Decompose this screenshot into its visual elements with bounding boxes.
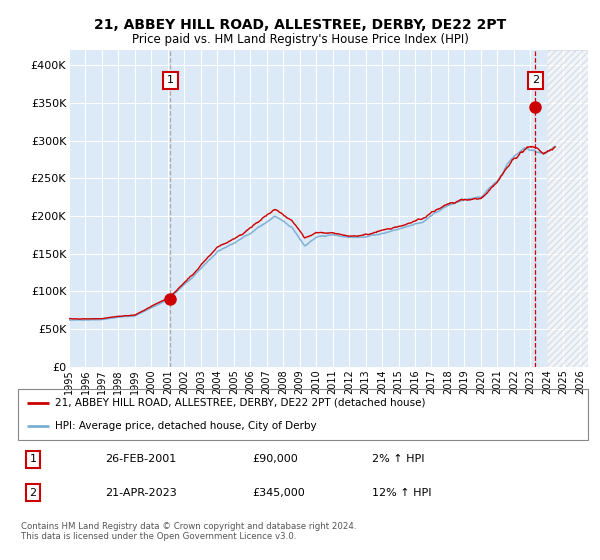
Text: £345,000: £345,000: [252, 488, 305, 498]
Text: Price paid vs. HM Land Registry's House Price Index (HPI): Price paid vs. HM Land Registry's House …: [131, 32, 469, 46]
Bar: [547, 50, 588, 367]
Text: 21, ABBEY HILL ROAD, ALLESTREE, DERBY, DE22 2PT: 21, ABBEY HILL ROAD, ALLESTREE, DERBY, D…: [94, 18, 506, 32]
Text: 21-APR-2023: 21-APR-2023: [105, 488, 177, 498]
Text: 2% ↑ HPI: 2% ↑ HPI: [372, 454, 425, 464]
Text: 21, ABBEY HILL ROAD, ALLESTREE, DERBY, DE22 2PT (detached house): 21, ABBEY HILL ROAD, ALLESTREE, DERBY, D…: [55, 398, 425, 408]
Text: 1: 1: [167, 76, 174, 86]
Text: 1: 1: [29, 454, 37, 464]
Text: HPI: Average price, detached house, City of Derby: HPI: Average price, detached house, City…: [55, 421, 317, 431]
Text: 12% ↑ HPI: 12% ↑ HPI: [372, 488, 431, 498]
Text: £90,000: £90,000: [252, 454, 298, 464]
Text: Contains HM Land Registry data © Crown copyright and database right 2024.
This d: Contains HM Land Registry data © Crown c…: [21, 522, 356, 542]
Text: 2: 2: [532, 76, 539, 86]
Text: 26-FEB-2001: 26-FEB-2001: [105, 454, 176, 464]
Text: 2: 2: [29, 488, 37, 498]
